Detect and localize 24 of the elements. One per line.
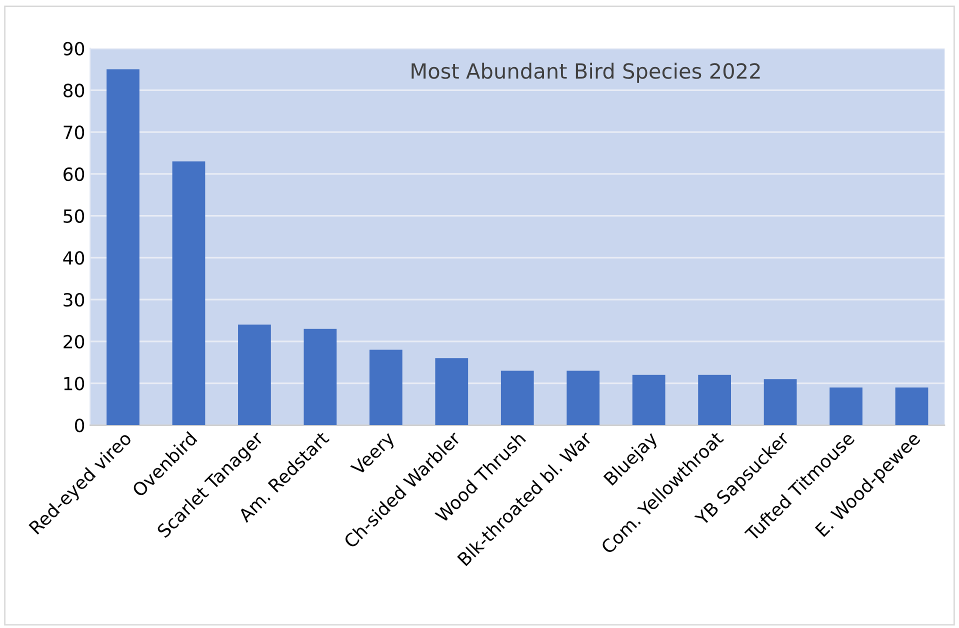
bar [106,69,140,426]
y-tick-label: 10 [64,376,84,390]
bar [238,324,271,426]
bar [632,374,666,426]
bar [435,358,468,426]
bar [764,379,797,426]
y-tick-label: 30 [64,293,84,307]
bar [500,370,534,426]
y-tick-label: 90 [63,42,84,56]
y-tick-label: 20 [64,334,84,349]
y-tick-label: 50 [64,209,84,223]
bar [172,161,206,426]
bar [304,328,337,426]
bar [698,374,731,426]
bar [895,387,928,426]
y-tick-label: 70 [64,126,84,140]
y-tick-label: 80 [64,84,84,98]
bar [566,370,600,426]
text: Most Abundant Bird Species 2022 [412,62,760,83]
bar [830,387,862,426]
bar [369,350,402,426]
y-tick-label: 40 [63,251,84,265]
y-tick-label: 0 [74,418,84,432]
y-tick-label: 60 [64,167,84,182]
